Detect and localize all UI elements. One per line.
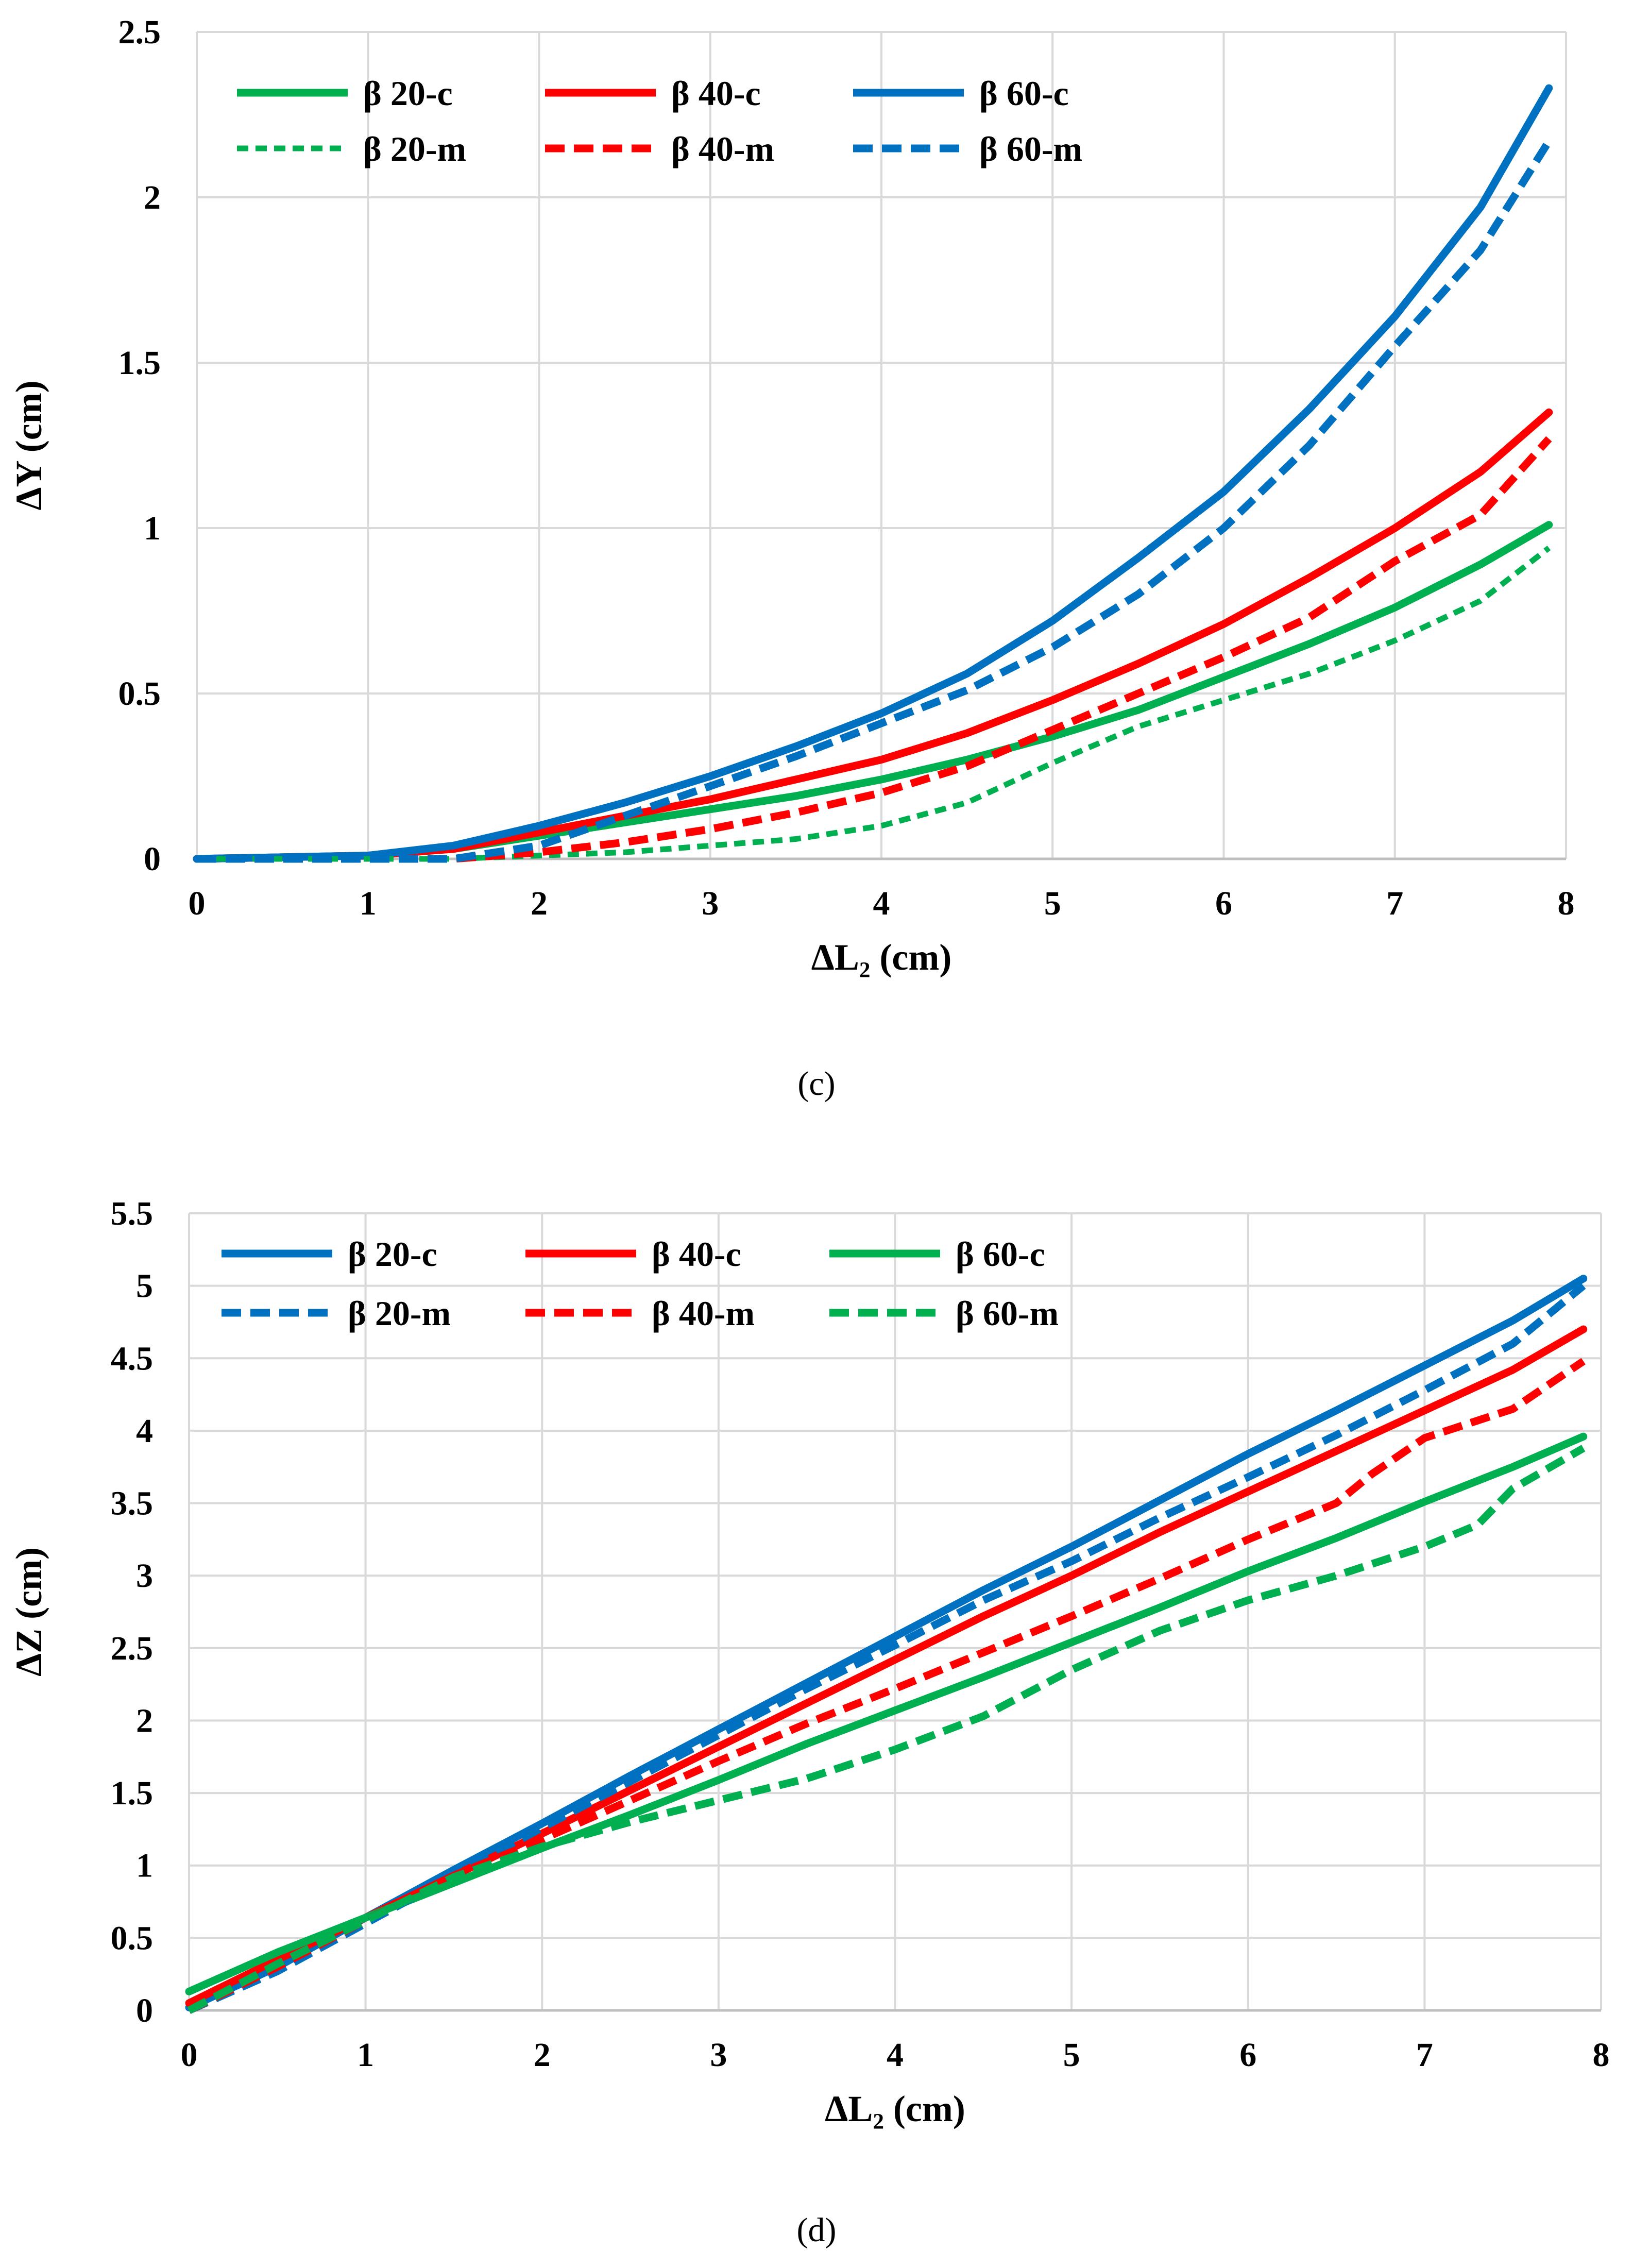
x-tick-label: 4	[873, 885, 890, 922]
y-tick-label: 2.5	[111, 1630, 154, 1667]
y-tick-label: 1	[136, 1847, 153, 1885]
x-tick-label: 6	[1239, 2036, 1256, 2074]
y-tick-label: 0	[144, 840, 161, 878]
series-line--60-m	[187, 1445, 1586, 2014]
legend-label: β 20-c	[363, 74, 453, 113]
x-tick-label: 4	[887, 2036, 904, 2074]
x-axis-title: ΔL₂ (cm)	[811, 937, 952, 978]
panel-caption: (d)	[797, 2211, 837, 2249]
y-tick-label: 3	[136, 1557, 153, 1595]
y-tick-label: 3.5	[111, 1485, 154, 1522]
panel-caption: (c)	[797, 1065, 835, 1103]
y-tick-label: 0.5	[118, 675, 161, 713]
x-tick-label: 1	[357, 2036, 374, 2074]
legend-label: β 60-m	[956, 1294, 1059, 1333]
x-tick-label: 2	[534, 2036, 551, 2074]
y-tick-label: 0	[136, 1992, 153, 2029]
legend-label: β 40-c	[671, 74, 761, 113]
y-tick-label: 2.5	[118, 13, 161, 51]
y-tick-label: 4	[136, 1412, 153, 1450]
y-axis-title: ΔY (cm)	[8, 380, 49, 510]
y-tick-label: 1.5	[118, 344, 161, 382]
y-tick-label: 4.5	[111, 1340, 154, 1377]
series-line--40-c	[193, 408, 1553, 863]
x-axis-title: ΔL₂ (cm)	[825, 2088, 965, 2129]
y-tick-label: 0.5	[111, 1919, 154, 1957]
chart-delta-z: 0 1 2 3 4 5 6 7 8 0 0.5 1 1.5 2 2.5 3 3.5 4 4.5 5 5.5 ΔL₂ (cm…	[8, 1195, 1610, 2249]
x-tick-label: 5	[1063, 2036, 1080, 2074]
series-line--40-m	[197, 436, 1552, 863]
legend-label: β 20-m	[348, 1294, 451, 1333]
legend-label: β 60-m	[979, 129, 1082, 168]
x-tick-label: 6	[1215, 885, 1232, 922]
y-tick-label: 5.5	[111, 1195, 154, 1232]
x-tick-label: 8	[1558, 885, 1575, 922]
x-tick-label: 0	[181, 2036, 198, 2074]
x-tick-label: 0	[189, 885, 206, 922]
series-line--60-c	[193, 84, 1553, 863]
y-tick-label: 1	[144, 510, 161, 547]
x-tick-label: 3	[710, 2036, 727, 2074]
y-tick-label: 1.5	[111, 1774, 154, 1812]
y-tick-label: 5	[136, 1267, 153, 1305]
legend-label: β 20-m	[363, 129, 466, 168]
y-tick-label: 2	[144, 179, 161, 216]
y-tick-label: 2	[136, 1702, 153, 1739]
legend-label: β 40-m	[652, 1294, 755, 1333]
y-axis-title: ΔZ (cm)	[8, 1547, 49, 1677]
legend-label: β 60-c	[956, 1234, 1045, 1274]
series-line--40-m	[187, 1358, 1586, 2014]
series-line--60-m	[197, 139, 1553, 863]
legend-label: β 40-c	[652, 1234, 741, 1274]
x-tick-label: 2	[531, 885, 548, 922]
legend-label: β 40-m	[671, 129, 774, 168]
x-tick-label: 7	[1416, 2036, 1433, 2074]
series-line--20-c	[193, 521, 1553, 863]
x-tick-label: 7	[1386, 885, 1403, 922]
chart-delta-y: 0 1 2 3 4 5 6 7 8 0 0.5 1 1.5 2 2.5 ΔL₂ (cm) ΔY (cm) β 20…	[8, 13, 1575, 1103]
x-tick-label: 3	[702, 885, 719, 922]
x-tick-label: 1	[360, 885, 377, 922]
legend-label: β 20-c	[348, 1234, 437, 1274]
legend-label: β 60-c	[979, 74, 1069, 113]
x-tick-label: 8	[1593, 2036, 1610, 2074]
x-tick-label: 5	[1044, 885, 1061, 922]
